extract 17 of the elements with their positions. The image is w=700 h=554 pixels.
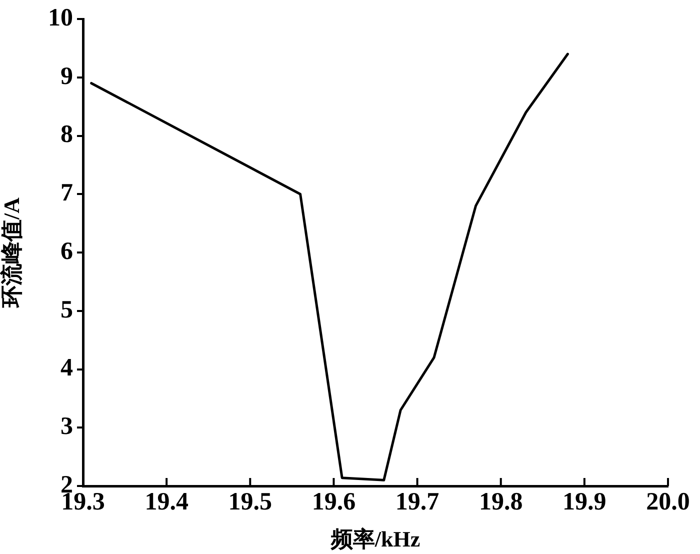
y-axis-title: 环流峰值/A — [0, 197, 24, 308]
y-tick-label: 10 — [48, 4, 73, 32]
x-tick-label: 20.0 — [646, 488, 690, 516]
x-tick-label: 19.6 — [312, 488, 356, 516]
y-tick-label: 5 — [60, 296, 73, 324]
x-tick-label: 19.9 — [562, 488, 606, 516]
y-tick-label: 9 — [60, 62, 73, 90]
y-tick-label: 4 — [60, 354, 74, 382]
x-tick-label: 19.8 — [478, 488, 523, 516]
y-tick-label: 7 — [60, 180, 73, 207]
x-tick-label: 19.4 — [144, 488, 189, 516]
y-tick-label: 3 — [60, 413, 73, 440]
x-tick-label: 19.5 — [228, 488, 272, 516]
y-tick-label: 6 — [60, 238, 73, 265]
y-tick-label: 8 — [60, 121, 73, 148]
x-axis-title: 频率/kHz — [330, 526, 420, 552]
x-tick-label: 19.7 — [395, 488, 440, 516]
